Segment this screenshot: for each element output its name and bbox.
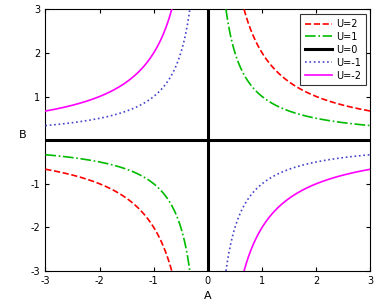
- Y-axis label: B: B: [19, 130, 26, 140]
- Legend: U=2, U=1, U=0, U=-1, U=-2: U=2, U=1, U=0, U=-1, U=-2: [300, 14, 366, 86]
- X-axis label: A: A: [204, 291, 212, 302]
